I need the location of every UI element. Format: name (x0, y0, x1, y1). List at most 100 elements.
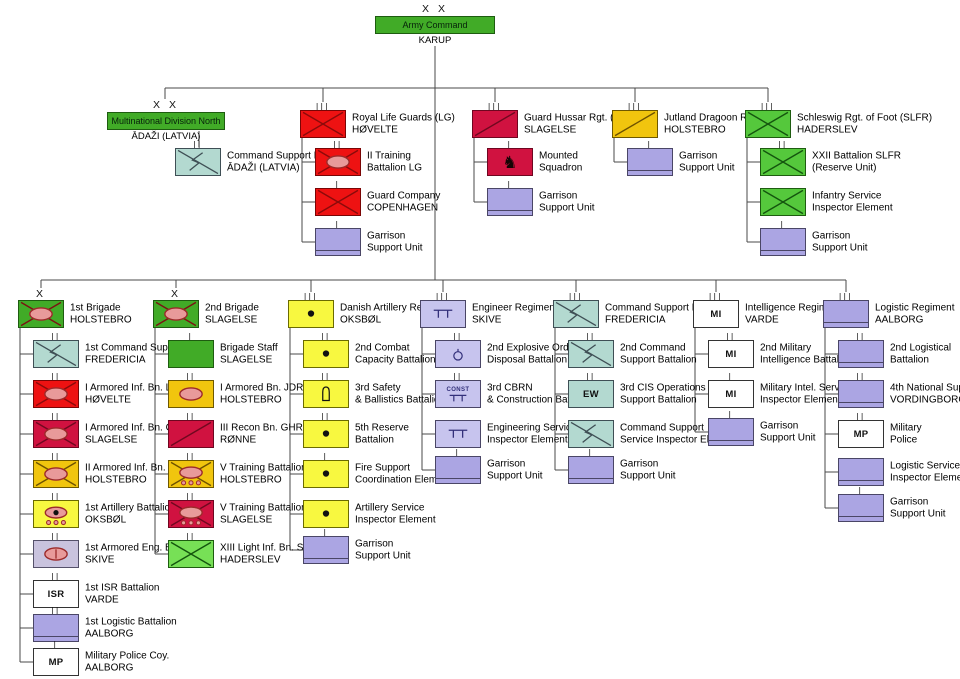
isr-symbol: ISR (47, 588, 65, 600)
unit-location: HADERSLEV (797, 124, 858, 135)
unit-location: SLAGELSE (524, 124, 577, 135)
unit-label: Artillery Service Inspector Element (355, 503, 436, 526)
horse-icon: ♞ (502, 152, 518, 172)
unit-er: ||| Engineer Regiment SKIVE (420, 292, 558, 328)
unit-name: 3rd CBRN (487, 382, 533, 394)
echelon-mark: || (453, 331, 463, 341)
unit-ghr: ||| Guard Hussar Rgt. (GHR) SLAGELSE (472, 102, 639, 138)
unit-location: Police (890, 434, 918, 445)
echelon-mark: X (170, 288, 181, 300)
unit-name: Fire Support (355, 462, 411, 474)
unit-label: Guard Hussar Rgt. (GHR) SLAGELSE (524, 113, 639, 136)
mech-infantry-symbol (33, 380, 79, 408)
unit-label: I Armored Inf. Bn. LG HØVELTE (85, 383, 179, 406)
unit-dar_c2: || 3rd Safety & Ballistics Battalion (303, 372, 445, 408)
unit-location: OKSBØL (85, 514, 127, 525)
echelon-mark: || (51, 571, 61, 581)
unit-label: Intelligence Regiment VARDE (745, 303, 841, 326)
echelon-mark: || (321, 331, 331, 341)
unit-name: Engineer Regiment (472, 302, 558, 314)
echelon-mark: X X (422, 3, 448, 15)
unit-er_c4: | Garrison Support Unit (435, 448, 543, 484)
mp-symbol: MP (33, 648, 79, 676)
signal-symbol (33, 340, 79, 368)
logistics-symbol (315, 228, 361, 256)
logistics-symbol (627, 148, 673, 176)
unit-name: 1st Artillery Battalion (85, 502, 176, 514)
unit-label: V Training Battalion GHR SLAGELSE (220, 503, 332, 526)
unit-b1_c5: || 1st Artillery Battalion OKSBØL (33, 492, 176, 528)
logistics-symbol (760, 228, 806, 256)
unit-b2_c5: || V Training Battalion GHR SLAGELSE (168, 492, 332, 528)
mi-symbol: MI (725, 348, 737, 360)
unit-name: Garrison (760, 420, 799, 432)
logistics-symbol (838, 494, 884, 522)
echelon-mark: || (51, 451, 61, 461)
unit-name: I Armored Bn. JDR (220, 382, 304, 394)
unit-location: HOLSTEBRO (220, 394, 282, 405)
isr-symbol: ISR (33, 580, 79, 608)
mp-symbol: MP (48, 656, 64, 668)
unit-name: V Training Battalion GHR (220, 502, 332, 514)
echelon-mark: || (321, 371, 331, 381)
armored-engineer-symbol (33, 540, 79, 568)
engineer-symbol (435, 420, 481, 448)
unit-label: Military Intel. Service Inspector Element (760, 383, 852, 406)
unit-location: SKIVE (85, 554, 115, 565)
unit-b2_c2: || I Armored Bn. JDR HOLSTEBRO (168, 372, 303, 408)
sp-artillery-symbol (33, 500, 79, 528)
unit-name: 2nd Combat (355, 342, 410, 354)
echelon-mark: | (335, 179, 341, 189)
unit-b2: X 2nd Brigade SLAGELSE (153, 288, 259, 328)
unit-label: 2nd Brigade SLAGELSE (205, 303, 259, 326)
unit-label: Garrison Support Unit (487, 459, 543, 482)
unit-label: Command Support Rgt. FREDERICIA (605, 303, 710, 326)
echelon-mark: ||| (708, 291, 724, 301)
unit-slfr_c1: || XXII Battalion SLFR (Reserve Unit) (760, 140, 901, 176)
unit-jdr_c1: | Garrison Support Unit (627, 140, 735, 176)
unit-label: II Armored Inf. Bn. JDR HOLSTEBRO (85, 463, 188, 486)
logistics-symbol (838, 340, 884, 368)
unit-location: Squadron (539, 162, 583, 173)
unit-location: VARDE (745, 314, 779, 325)
unit-label: I Armored Bn. JDR HOLSTEBRO (220, 383, 303, 406)
echelon-mark: || (321, 411, 331, 421)
unit-label: Garrison Support Unit (812, 231, 868, 254)
unit-label: 2nd Military Intelligence Battalion (760, 343, 852, 366)
unit-csr: ||| Command Support Rgt. FREDERICIA (553, 292, 710, 328)
unit-slfr_c2: Infantry Service Inspector Element (760, 188, 893, 216)
mp-symbol: MP (838, 420, 884, 448)
echelon-mark: || (186, 531, 196, 541)
cavalry-symbol (612, 110, 658, 138)
unit-ghr_c1: | ♞ Mounted Squadron (487, 140, 582, 176)
infantry-symbol (168, 540, 214, 568)
logistics-symbol (838, 380, 884, 408)
unit-dar_c3: || 5th Reserve Battalion (303, 412, 409, 448)
unit-label: 1st Artillery Battalion OKSBØL (85, 503, 176, 526)
unit-lr_c3: || MP Military Police (838, 412, 922, 448)
unit-location: VARDE (85, 594, 119, 605)
unit-location: FREDERICIA (85, 354, 146, 365)
logistics-symbol (708, 418, 754, 446)
unit-label: Garrison Support Unit (679, 151, 735, 174)
unit-ghr_c2: | Garrison Support Unit (487, 180, 595, 216)
unit-location: COPENHAGEN (367, 202, 439, 213)
unit-label: 5th Reserve Battalion (355, 423, 409, 446)
unit-location: ĀDAŽI (LATVIA) (227, 162, 300, 173)
unit-label: Mounted Squadron (539, 151, 582, 174)
unit-name: 3rd CIS Operations (620, 382, 706, 394)
mi-symbol: MI (708, 340, 754, 368)
echelon-mark: || (333, 139, 343, 149)
unit-name: Logistic Service (890, 460, 960, 472)
echelon-mark: | (858, 485, 864, 495)
unit-location: Support Battalion (620, 394, 697, 405)
unit-name: XXII Battalion SLFR (812, 150, 901, 162)
unit-location: Support Unit (367, 242, 423, 253)
unit-label: XIII Light Inf. Bn. SLFR HADERSLEV (220, 543, 322, 566)
unit-location: & Ballistics Battalion (355, 394, 446, 405)
unit-label: I Armored Inf. Bn. GHR SLAGELSE (85, 423, 188, 446)
echelon-mark: || (51, 411, 61, 421)
unit-location: Inspector Element (760, 394, 841, 405)
unit-location: Intelligence Battalion (760, 354, 853, 365)
